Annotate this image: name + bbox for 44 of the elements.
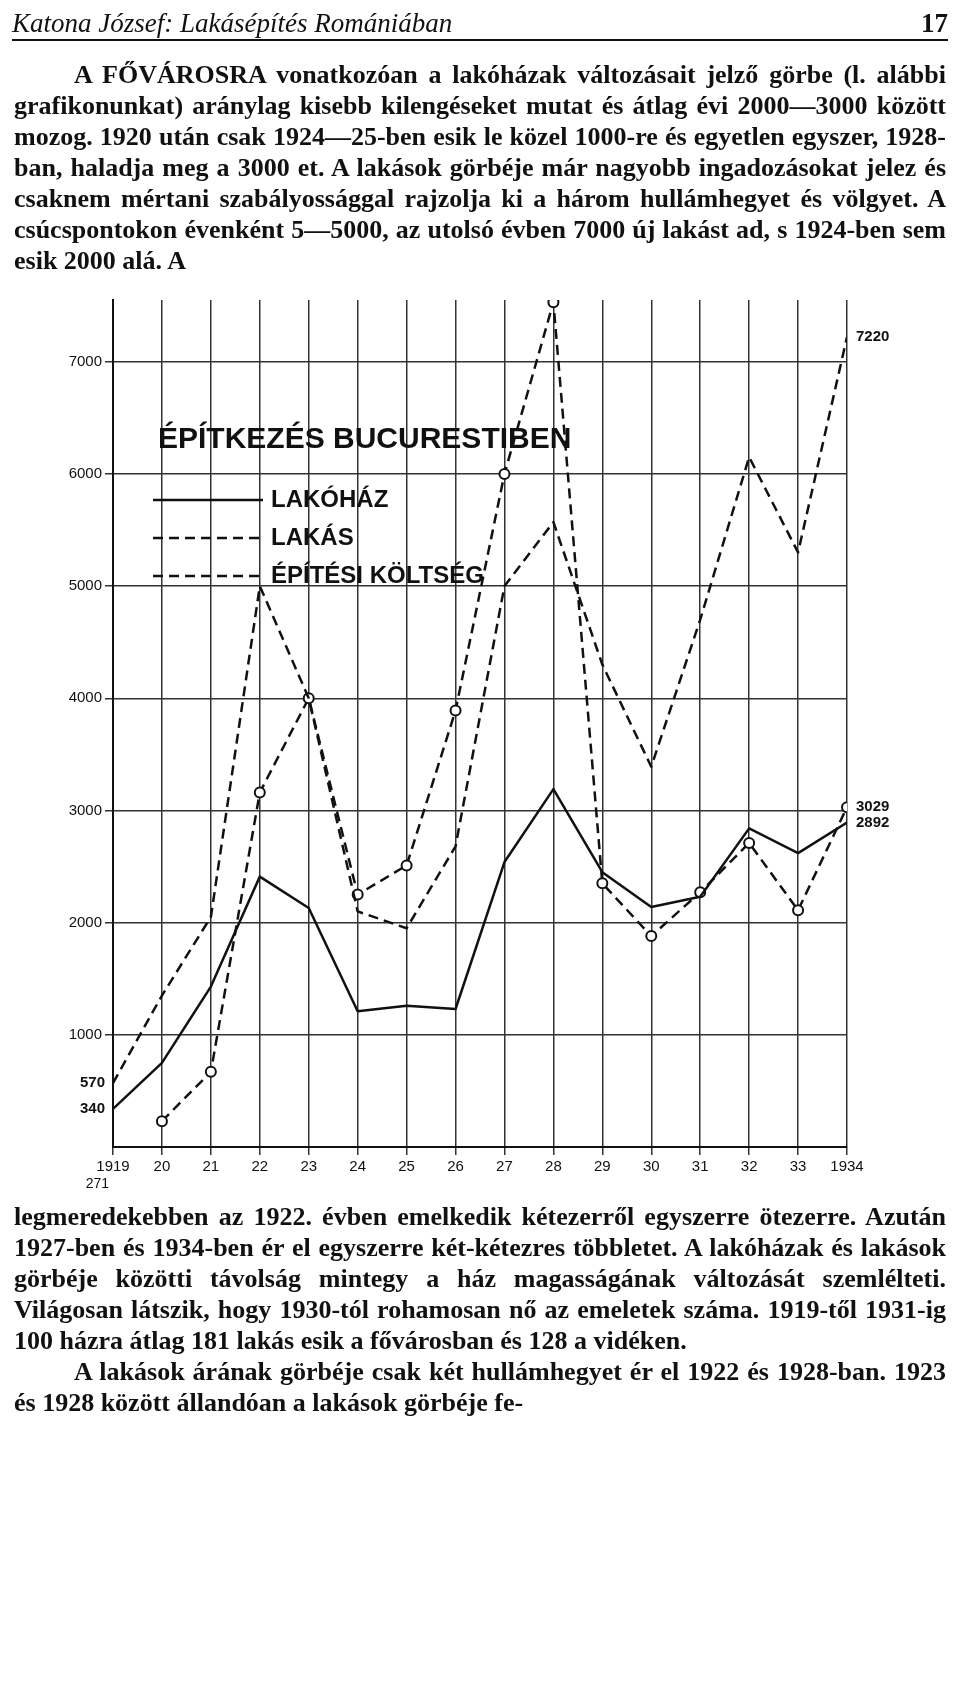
y-tick-label: 5000 xyxy=(68,576,102,594)
data-label: 3029 xyxy=(856,797,890,815)
point xyxy=(253,786,266,799)
text: A FŐVÁROSRA vonatkozóan a lakóházak változásait jelző görbe (l. alábbi grafikonunkat) aránylag kisebb kilengéseket mutat és átlag évi 2000—3000 között mozog. 1920 után csak 1924—25-ben esik le közel 1000-re és egyetlen egyszer, 1928-ban, haladja meg a 3000 et. A lakások görbéje már nagyobb ingadozásokat jelez és csaknem mértani szabályossággal rajzolja ki a három hullámhegyet és völgyet. A csúcspontokon évenként 5—5000, az utolsó évben 7000 új lakást ad, s 1924-ben sem esik 2000 alá. A xyxy=(14,59,946,276)
data-label: 340 xyxy=(79,1099,105,1116)
text: 17 xyxy=(921,8,948,39)
x-tick-label: 33 xyxy=(789,1157,807,1175)
point xyxy=(645,930,658,943)
point xyxy=(792,904,805,917)
point xyxy=(743,836,756,849)
x-tick-label: 30 xyxy=(642,1157,660,1175)
x-tick-label: 26 xyxy=(447,1157,464,1175)
x-tick-label: 1919 xyxy=(96,1157,130,1175)
x-tick-label: 28 xyxy=(545,1157,562,1175)
x-tick-label: 22 xyxy=(251,1157,269,1175)
point xyxy=(449,704,462,717)
x-tick-label: 20 xyxy=(153,1157,171,1175)
x-tick-label: 25 xyxy=(398,1157,415,1175)
x-tick-label: 21 xyxy=(202,1157,220,1175)
point xyxy=(400,859,413,872)
x-tick-label: 27 xyxy=(496,1157,513,1175)
text: legmeredekebben az 1922. évben emelkedik kétezerről egyszerre ötezerre. Azután 1927-ben és 1934-ben ér el egyszerre két-kétezres többletet. A lakóházak és lakások görbéje közötti távolság mintegy a ház magasságának változását szemlélteti. Világosan látszik, hogy 1930-tól rohamosan nő az emeletek száma. 1919-től 1931-ig 100 házra átlag 181 lakás esik a fővárosban és 128 a vidéken. xyxy=(14,1201,946,1356)
x-tick-label: 29 xyxy=(593,1157,611,1175)
x-tick-label: 1934 xyxy=(830,1157,864,1175)
x-tick-label: 32 xyxy=(740,1157,758,1175)
x-tick-label: 24 xyxy=(349,1157,367,1175)
data-label: 2892 xyxy=(856,812,890,830)
point xyxy=(204,1065,217,1078)
x-tick-label: 23 xyxy=(300,1157,318,1175)
x-tick-label: 31 xyxy=(691,1157,709,1175)
text: A lakások árának görbéje csak két hullámhegyet ér el 1922 és 1928-ban. 1923 és 1928 között állandóan a lakások görbéje fe- xyxy=(14,1356,946,1418)
y-tick-label: 1000 xyxy=(68,1024,102,1042)
point xyxy=(498,467,511,480)
text: 271 xyxy=(85,1174,110,1191)
point xyxy=(155,1115,168,1128)
data-label: 7220 xyxy=(856,327,890,345)
point xyxy=(596,877,609,890)
y-tick-label: 4000 xyxy=(68,688,102,706)
y-tick-label: 6000 xyxy=(68,464,102,482)
text: Katona József: Lakásépítés Romániában xyxy=(12,8,453,39)
y-tick-label: 2000 xyxy=(68,912,102,930)
data-label: 570 xyxy=(79,1073,105,1091)
y-tick-label: 7000 xyxy=(68,351,102,369)
y-tick-label: 3000 xyxy=(68,800,102,818)
